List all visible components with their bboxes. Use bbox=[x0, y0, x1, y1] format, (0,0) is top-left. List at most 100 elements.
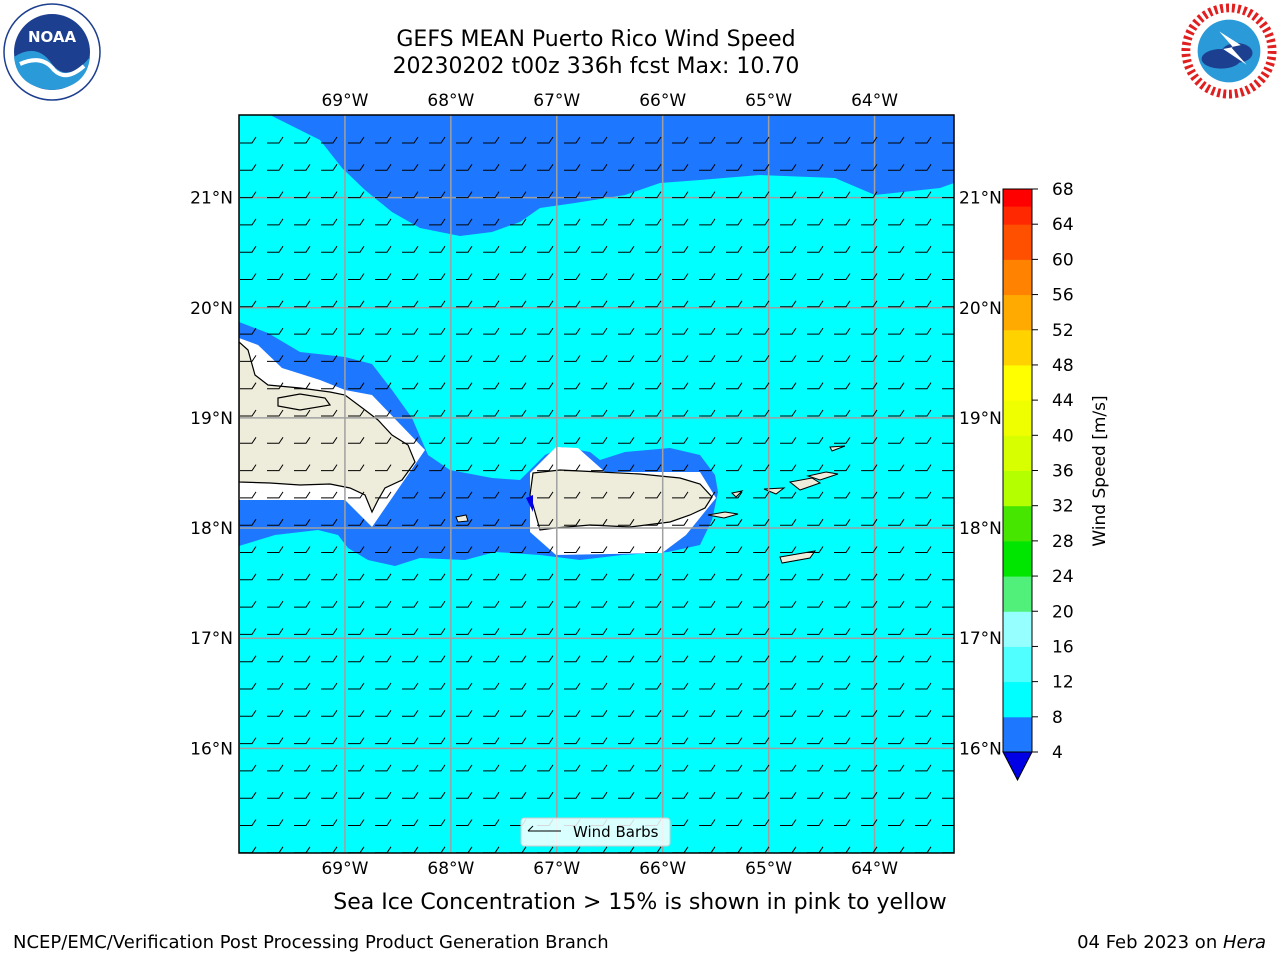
wind-barb bbox=[456, 710, 473, 717]
wind-barb bbox=[699, 245, 716, 253]
wind-barb bbox=[834, 382, 851, 390]
vieques-island bbox=[707, 511, 739, 519]
wind-barb bbox=[564, 136, 581, 144]
wind-barb bbox=[591, 546, 608, 553]
wind-barb bbox=[861, 136, 878, 144]
wind-barb bbox=[618, 355, 635, 362]
wind-barb bbox=[915, 355, 932, 362]
wind-field-4-8-north bbox=[239, 115, 954, 236]
wind-barb bbox=[240, 300, 257, 308]
wind-barb bbox=[942, 715, 954, 717]
wind-barb bbox=[699, 655, 716, 663]
wind-barb bbox=[942, 305, 954, 308]
wind-barb bbox=[294, 710, 311, 717]
wind-barb bbox=[402, 437, 419, 444]
wind-barb bbox=[726, 136, 743, 144]
wind-barb bbox=[591, 600, 608, 608]
wind-barb bbox=[618, 464, 635, 472]
wind-barb bbox=[915, 491, 932, 499]
wind-barb bbox=[267, 682, 284, 690]
wind-barb bbox=[429, 546, 446, 553]
wind-barb bbox=[456, 682, 473, 690]
wind-barb bbox=[915, 437, 932, 444]
wind-barb bbox=[348, 600, 365, 608]
wind-barb bbox=[942, 251, 954, 253]
wind-barb bbox=[699, 682, 716, 690]
wind-barb bbox=[861, 327, 878, 335]
wind-barb bbox=[375, 382, 392, 390]
lon-label: 68°W bbox=[427, 859, 474, 879]
wind-barb bbox=[483, 764, 500, 772]
wind-barb bbox=[510, 764, 527, 772]
footer-note: Sea Ice Concentration > 15% is shown in … bbox=[333, 890, 947, 915]
wind-barb bbox=[915, 628, 932, 635]
wind-barb bbox=[429, 464, 446, 472]
wind-barb bbox=[348, 355, 365, 362]
wind-barb bbox=[294, 464, 311, 472]
wind-barb bbox=[780, 655, 797, 663]
wind-barb bbox=[348, 327, 365, 335]
wind-barb bbox=[699, 628, 716, 635]
wind-barb bbox=[240, 464, 257, 472]
wind-barb bbox=[726, 464, 743, 472]
wind-barb bbox=[267, 191, 284, 199]
colorbar-bin bbox=[1003, 400, 1032, 436]
wind-barb bbox=[645, 546, 662, 553]
lon-label: 67°W bbox=[533, 859, 580, 879]
wind-barb bbox=[888, 710, 905, 717]
wind-barb bbox=[807, 300, 824, 308]
wind-barb bbox=[294, 682, 311, 690]
wind-barb bbox=[429, 191, 446, 199]
colorbar-bin bbox=[1003, 189, 1032, 207]
wind-barb bbox=[753, 819, 770, 826]
wind-barb bbox=[699, 409, 716, 417]
wind-barb bbox=[402, 218, 419, 226]
wind-barb bbox=[294, 136, 311, 144]
wind-barb bbox=[240, 409, 257, 417]
wind-barb bbox=[888, 737, 905, 745]
wind-barb bbox=[807, 355, 824, 362]
map-area[interactable] bbox=[239, 115, 958, 853]
footer-credit: NCEP/EMC/Verification Post Processing Pr… bbox=[13, 932, 609, 953]
lon-label: 68°W bbox=[427, 91, 474, 111]
colorbar-tick-label: 12 bbox=[1052, 673, 1074, 693]
wind-barb bbox=[321, 491, 338, 499]
lat-label: 17°N bbox=[190, 629, 233, 649]
wind-barb bbox=[402, 491, 419, 499]
lat-label: 21°N bbox=[959, 189, 1002, 209]
wind-barb bbox=[564, 191, 581, 199]
wind-barb bbox=[591, 164, 608, 171]
wind-barb bbox=[699, 164, 716, 171]
wind-barb bbox=[348, 791, 365, 799]
wind-barb bbox=[375, 655, 392, 663]
wind-barb bbox=[645, 355, 662, 362]
colorbar-tick-label: 52 bbox=[1052, 321, 1074, 341]
wind-barb bbox=[564, 355, 581, 362]
wind-barb bbox=[240, 819, 257, 826]
wind-barb bbox=[267, 218, 284, 226]
wind-barb bbox=[537, 409, 554, 417]
wind-barb bbox=[591, 518, 608, 526]
mona-island bbox=[455, 514, 469, 523]
wind-barb bbox=[888, 600, 905, 608]
wind-barb bbox=[564, 437, 581, 444]
wind-barb bbox=[915, 164, 932, 171]
wind-barb bbox=[456, 218, 473, 226]
wind-barb bbox=[537, 191, 554, 199]
wind-barb bbox=[429, 273, 446, 280]
wind-barb bbox=[375, 136, 392, 144]
wind-barb bbox=[591, 245, 608, 253]
wind-barb bbox=[618, 245, 635, 253]
wind-barb bbox=[807, 546, 824, 553]
wind-barb bbox=[780, 518, 797, 526]
wind-barb bbox=[888, 382, 905, 390]
wind-barb bbox=[888, 164, 905, 171]
wind-barb bbox=[807, 437, 824, 444]
wind-barb bbox=[429, 355, 446, 362]
wind-barb bbox=[564, 327, 581, 335]
colorbar-bin bbox=[1003, 294, 1032, 331]
wind-barb bbox=[618, 327, 635, 335]
wind-barb bbox=[348, 136, 365, 144]
wind-barb bbox=[942, 387, 954, 390]
wind-barb bbox=[240, 245, 257, 253]
